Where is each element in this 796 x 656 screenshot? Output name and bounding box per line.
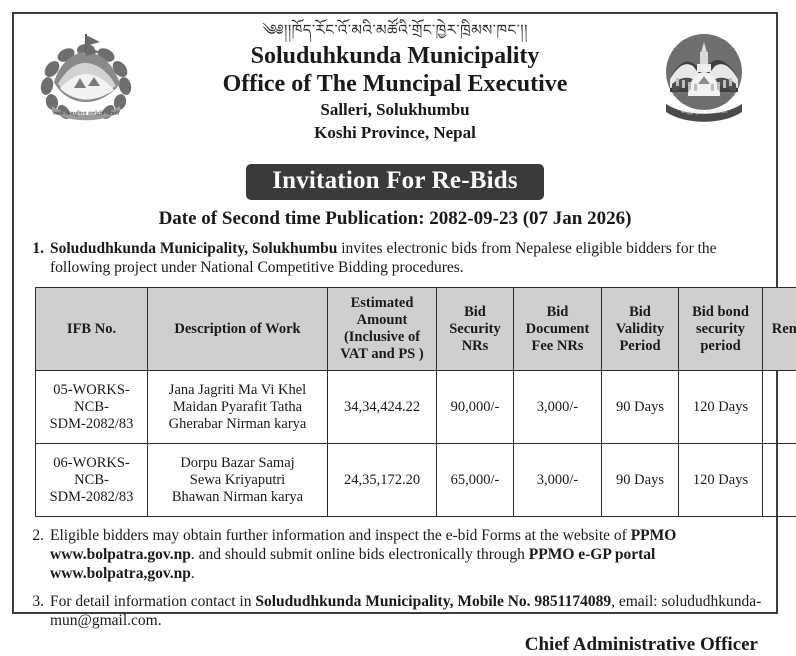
row2-ifb-line-3: SDM-2082/83 — [38, 489, 145, 506]
cell-bid-security: 90,000/- — [437, 371, 514, 444]
cell-bid-bond-security-period: 120 Days — [679, 444, 763, 517]
clause-3-text-1: For detail information contact in — [50, 593, 255, 610]
publication-date: Date of Second time Publication: 2082-09… — [14, 208, 776, 230]
header-docfee-line-2: Document — [516, 321, 599, 338]
header-amount-line-4: VAT and PS ) — [330, 346, 434, 363]
clause-2-text-3: . — [191, 565, 195, 582]
cell-bid-document-fee: 3,000/- — [514, 444, 602, 517]
table-row: 05-WORKS- NCB- SDM-2082/83 Jana Jagriti … — [36, 371, 796, 444]
header-amount-line-2: Amount — [330, 312, 434, 329]
cell-estimated-amount: 34,34,424.22 — [328, 371, 437, 444]
svg-text:सोलुदूधकुण्ड नगरपालिका: सोलुदूधकुण्ड नगरपालिका — [681, 108, 728, 115]
office-province: Koshi Province, Nepal — [154, 121, 636, 144]
office-name: Office of The Muncipal Executive — [154, 70, 636, 98]
bid-table-body: 05-WORKS- NCB- SDM-2082/83 Jana Jagriti … — [36, 371, 796, 517]
row2-desc-line-3: Bhawan Nirman karya — [150, 489, 325, 506]
header-validity-line-1: Bid — [604, 304, 676, 321]
row2-desc-line-2: Sewa Kriyaputri — [150, 472, 325, 489]
cell-estimated-amount: 24,35,172.20 — [328, 444, 437, 517]
row1-desc-line-3: Gherabar Nirman karya — [150, 416, 325, 433]
cell-description: Jana Jagriti Ma Vi Khel Maidan Pyarafit … — [148, 371, 328, 444]
clause-1-bold-lead: Solududhkunda Municipality, Solukhumbu — [50, 240, 337, 257]
cell-description: Dorpu Bazar Samaj Sewa Kriyaputri Bhawan… — [148, 444, 328, 517]
header-remarks-line-1: Remarks — [765, 321, 796, 338]
svg-text:जननी जन्मभूमिश्च स्वर्गादपि गर: जननी जन्मभूमिश्च स्वर्गादपि गरीयसी — [53, 110, 120, 117]
header-bond-line-3: period — [681, 338, 760, 355]
clause-3: 3. For detail information contact in Sol… — [24, 592, 762, 630]
clause-3-number: 3. — [24, 592, 50, 630]
row2-ifb-line-2: NCB- — [38, 472, 145, 489]
clause-1: 1. Solududhkunda Municipality, Solukhumb… — [24, 239, 762, 277]
header-docfee-line-1: Bid — [516, 304, 599, 321]
clause-2: 2. Eligible bidders may obtain further i… — [24, 526, 762, 583]
cell-bid-bond-security-period: 120 Days — [679, 371, 763, 444]
masthead-text-block: ༄༅།།ཁོད་རོང་འོ་མའི་མཚོའི་གྲོང་ཁྱེར་ཁྲིམས… — [154, 20, 636, 144]
tibetan-heading: ༄༅།།ཁོད་རོང་འོ་མའི་མཚོའི་གྲོང་ཁྱེར་ཁྲིམས… — [154, 20, 636, 40]
header-security-line-1: Bid — [439, 304, 511, 321]
signature-title: Chief Administrative Officer — [14, 634, 758, 656]
clause-3-body: For detail information contact in Soludu… — [50, 592, 762, 630]
cell-remarks — [763, 371, 796, 444]
cell-remarks — [763, 444, 796, 517]
row2-ifb-line-1: 06-WORKS- — [38, 455, 145, 472]
clause-2-text-2: . and should submit online bids electron… — [191, 546, 529, 563]
header-remarks: Remarks — [763, 288, 796, 371]
cell-bid-security: 65,000/- — [437, 444, 514, 517]
header-bid-document-fee: Bid Document Fee NRs — [514, 288, 602, 371]
header-bid-security: Bid Security NRs — [437, 288, 514, 371]
row1-ifb-line-3: SDM-2082/83 — [38, 416, 145, 433]
clause-3-text-3: . — [158, 612, 162, 629]
clause-1-body: Solududhkunda Municipality, Solukhumbu i… — [50, 239, 762, 277]
cell-ifb-no: 06-WORKS- NCB- SDM-2082/83 — [36, 444, 148, 517]
office-location: Salleri, Solukhumbu — [154, 98, 636, 121]
table-header-row: IFB No. Description of Work Estimated Am… — [36, 288, 796, 371]
row2-desc-line-1: Dorpu Bazar Samaj — [150, 455, 325, 472]
row1-ifb-line-2: NCB- — [38, 399, 145, 416]
cell-bid-document-fee: 3,000/- — [514, 371, 602, 444]
clause-2-number: 2. — [24, 526, 50, 583]
banner-container: Invitation For Re-Bids — [14, 164, 776, 200]
clause-2-body: Eligible bidders may obtain further info… — [50, 526, 762, 583]
header-description-line-1: Description of Work — [150, 321, 325, 338]
notice-frame: जननी जन्मभूमिश्च स्वर्गादपि गरीयसी — [12, 12, 778, 614]
bid-table-header: IFB No. Description of Work Estimated Am… — [36, 288, 796, 371]
header-amount-line-1: Estimated — [330, 295, 434, 312]
header-amount-line-3: (Inclusive of — [330, 329, 434, 346]
header-security-line-3: NRs — [439, 338, 511, 355]
organization-name: Soluduhkunda Municipality — [154, 42, 636, 70]
cell-bid-validity-period: 90 Days — [602, 371, 679, 444]
header-estimated-amount: Estimated Amount (Inclusive of VAT and P… — [328, 288, 437, 371]
row1-ifb-line-1: 05-WORKS- — [38, 382, 145, 399]
cell-ifb-no: 05-WORKS- NCB- SDM-2082/83 — [36, 371, 148, 444]
clause-1-number: 1. — [24, 239, 50, 277]
clause-3-bold-contact: Solududhkunda Municipality, Mobile No. 9… — [255, 593, 611, 610]
header-bond-line-2: security — [681, 321, 760, 338]
cell-bid-validity-period: 90 Days — [602, 444, 679, 517]
clause-2-text-1: Eligible bidders may obtain further info… — [50, 527, 631, 544]
masthead: जननी जन्मभूमिश्च स्वर्गादपि गरीयसी — [14, 14, 776, 162]
header-bond-line-1: Bid bond — [681, 304, 760, 321]
table-row: 06-WORKS- NCB- SDM-2082/83 Dorpu Bazar S… — [36, 444, 796, 517]
nepal-government-emblem-icon: जननी जन्मभूमिश्च स्वर्गादपि गरीयसी — [30, 22, 142, 134]
header-bid-validity-period: Bid Validity Period — [602, 288, 679, 371]
header-ifb-no: IFB No. — [36, 288, 148, 371]
bid-table: IFB No. Description of Work Estimated Am… — [35, 287, 796, 517]
header-docfee-line-3: Fee NRs — [516, 338, 599, 355]
header-ifb-line-1: IFB No. — [38, 321, 145, 338]
solududhkunda-municipality-emblem-icon: सोलुदूधकुण्ड नगरपालिका — [648, 22, 760, 134]
row1-desc-line-1: Jana Jagriti Ma Vi Khel — [150, 382, 325, 399]
header-security-line-2: Security — [439, 321, 511, 338]
bid-table-container: IFB No. Description of Work Estimated Am… — [35, 287, 764, 517]
invitation-title-banner: Invitation For Re-Bids — [246, 164, 544, 200]
header-validity-line-3: Period — [604, 338, 676, 355]
header-bid-bond-security-period: Bid bond security period — [679, 288, 763, 371]
header-validity-line-2: Validity — [604, 321, 676, 338]
header-description: Description of Work — [148, 288, 328, 371]
row1-desc-line-2: Maidan Pyarafit Tatha — [150, 399, 325, 416]
